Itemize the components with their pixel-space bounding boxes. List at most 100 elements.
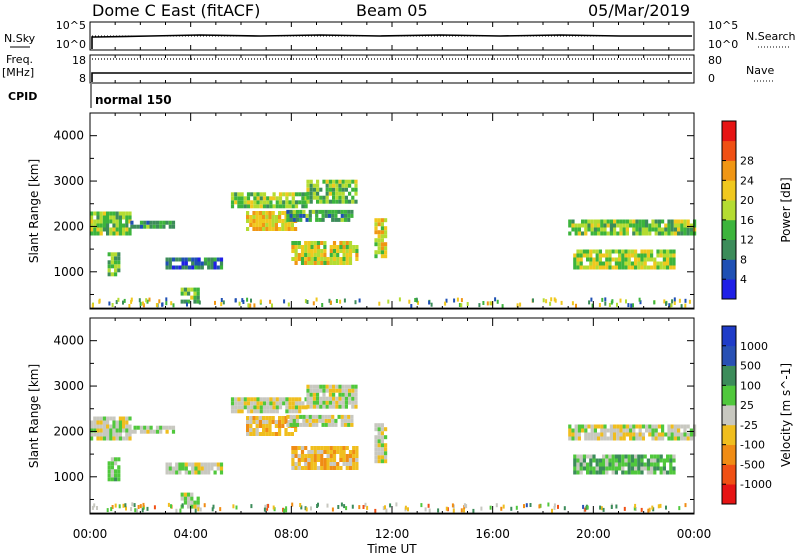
echo-cell [637,261,641,266]
echo-cell [115,231,119,236]
echo-cell [294,450,298,454]
speckle-cell [472,508,475,513]
echo-cell [278,192,283,197]
echo-cell [327,209,332,214]
echo-cell [662,257,666,262]
echo-cell [230,401,235,406]
echo-cell [125,227,129,232]
echo-cell [654,436,658,441]
echo-cell [621,265,625,270]
echo-cell [341,392,345,397]
echo-cell [611,257,615,262]
echo-cell [680,231,684,236]
echo-cell [313,454,317,458]
echo-region [568,424,697,441]
echo-cell [586,454,590,459]
echo-cell [274,219,278,223]
echo-cell [683,424,687,429]
colorbar-swatch [722,345,736,366]
echo-cell [573,462,577,467]
echo-cell [308,209,312,214]
echo-cell [344,179,348,184]
echo-cell [614,257,618,262]
echo-cell [191,261,195,266]
speckle-cell [316,504,319,508]
echo-cell [648,424,652,429]
echo-cell [159,429,163,434]
echo-cell [112,416,116,421]
speckle-cell [345,506,348,511]
echo-cell [603,424,607,429]
speckle-cell [305,507,308,512]
colorbar-tick-label: -25 [740,419,758,432]
echo-cell [171,257,176,262]
echo-cell [102,432,106,437]
echo-cell [191,257,195,262]
echo-cell [669,253,673,258]
echo-cell [234,401,238,406]
echo-cell [246,401,251,406]
echo-cell [237,192,241,197]
echo-cell [602,470,606,475]
echo-cell [130,429,134,434]
echo-cell [255,432,259,436]
echo-cell [262,420,266,424]
echo-cell [286,414,290,419]
echo-cell [576,249,580,254]
echo-cell [581,424,585,429]
echo-cell [155,425,160,430]
freq-label: Freq. [6,53,33,66]
echo-cell [573,257,577,262]
echo-cell [287,420,291,424]
echo-cell [305,213,309,218]
echo-cell [595,458,599,463]
speckle-cell [553,503,556,508]
echo-cell [253,397,257,402]
echo-cell [291,397,295,402]
echo-cell [669,261,673,266]
echo-cell [96,416,100,421]
echo-cell [294,192,299,197]
echo-cell [315,217,319,222]
echo-cell [184,466,188,471]
echo-cell [666,253,670,258]
nave-tick-high: 80 [708,54,722,67]
echo-cell [230,200,235,205]
echo-cell [624,257,628,262]
echo-cell [272,409,276,414]
speckle-cell [489,301,492,306]
speckle-cell [659,503,662,508]
speckle-cell [285,506,288,511]
echo-cell [609,428,613,433]
time-tick-label: 16:00 [475,527,510,541]
echo-cell [347,414,351,419]
echo-cell [117,268,121,273]
echo-cell [114,457,118,462]
echo-cell [597,227,601,232]
echo-cell [246,204,251,209]
echo-cell [196,291,200,296]
echo-cell [659,261,663,266]
echo-cell [656,458,660,463]
echo-cell [237,204,241,209]
echo-cell [252,215,256,219]
echo-cell [603,436,607,441]
echo-cell [339,458,343,462]
echo-cell [377,234,381,239]
echo-cell [106,416,110,421]
echo-cell [651,227,655,232]
echo-cell [355,454,359,458]
echo-cell [310,450,314,454]
echo-cell [619,223,623,228]
echo-cell [641,432,645,437]
echo-cell [286,217,290,222]
echo-cell [259,200,263,205]
echo-cell [102,227,106,232]
echo-cell [627,454,631,459]
echo-cell [646,470,650,475]
echo-cell [603,432,607,437]
echo-cell [581,223,585,228]
colorbar-tick-label: 12 [740,234,754,247]
